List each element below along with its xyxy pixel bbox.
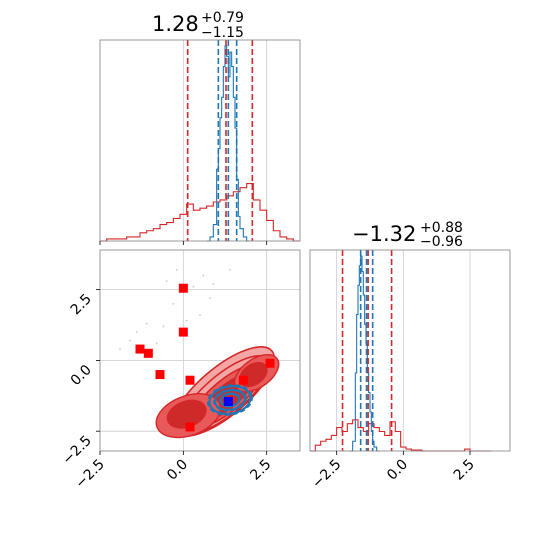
joint-sample-point-2 (165, 280, 168, 283)
red-marker-6 (238, 375, 248, 385)
joint-sample-point-8 (135, 331, 138, 333)
joint-sample-point-9 (119, 348, 121, 350)
x-marginal-blue-hist (206, 45, 250, 242)
red-marker-5 (185, 375, 195, 385)
joint-sample-point-13 (155, 342, 158, 345)
red-marker-4 (155, 370, 165, 380)
x-marginal-red-hist (100, 182, 300, 242)
joint-sample-point-5 (172, 302, 175, 305)
blue-contour-1 (214, 389, 246, 411)
joint-ytick-label-1: 0.0 (68, 362, 95, 389)
x-marginal-title-value: 1.28 (152, 12, 199, 36)
joint-xtick-label-1: 0.0 (164, 457, 191, 484)
x-marginal-title-plus: +0.79 (201, 10, 244, 26)
y-marginal-panel: −1.32 +0.88 −0.96 (309, 220, 511, 452)
joint-sample-point-12 (212, 283, 215, 285)
y-marginal-frame (309, 249, 511, 452)
red-marker-1 (178, 327, 188, 337)
joint-sample-point-7 (129, 339, 131, 342)
joint-panel (99, 249, 301, 452)
blue-contour-0 (208, 385, 252, 415)
joint-sample-point-11 (192, 285, 195, 288)
joint-sample-point-1 (202, 274, 205, 277)
y-marginal-xtick-label-1: 0.0 (384, 457, 411, 484)
y-marginal-title-value: −1.32 (352, 222, 416, 246)
joint-sample-point-4 (209, 297, 211, 300)
y-marginal-title-minus: −0.96 (420, 234, 463, 250)
joint-xtick-label-0: −2.5 (72, 457, 107, 492)
y-marginal-blue-hist (350, 255, 380, 452)
blue-contour-dashed-2 (219, 392, 241, 408)
blue-contour-dashed-0 (207, 384, 253, 416)
y-marginal-xtick-label-2: 2.5 (451, 457, 478, 484)
joint-content (100, 250, 300, 451)
joint-sample-point-3 (229, 268, 231, 271)
joint-sample-point-15 (185, 319, 188, 322)
y-marginal-title-plus: +0.88 (420, 220, 463, 236)
red-marker-2 (135, 344, 145, 354)
joint-sample-point-14 (145, 322, 148, 325)
x-marginal-content (100, 40, 300, 242)
joint-xtick-label-2: 2.5 (247, 457, 274, 484)
y-marginal-red-hist (310, 419, 492, 452)
red-marker-0 (178, 283, 188, 293)
x-marginal-frame (99, 39, 301, 242)
x-marginal-title-minus: −1.15 (201, 25, 244, 41)
y-marginal-content (310, 250, 492, 452)
red-marker-8 (185, 422, 195, 432)
blue-contour-dashed-1 (213, 388, 247, 412)
red-marker-7 (265, 358, 275, 368)
y-marginal-xtick-label-0: −2.5 (309, 457, 344, 492)
joint-frame (99, 249, 301, 452)
joint-sample-point-0 (175, 268, 178, 271)
x-marginal-panel: 1.28 +0.79 −1.15 (99, 10, 301, 242)
joint-ytick-label-0: 2.5 (68, 291, 95, 318)
blue-marker (223, 396, 233, 406)
joint-sample-point-10 (162, 325, 165, 328)
joint-sample-point-6 (199, 314, 201, 317)
red-marker-3 (143, 348, 153, 358)
